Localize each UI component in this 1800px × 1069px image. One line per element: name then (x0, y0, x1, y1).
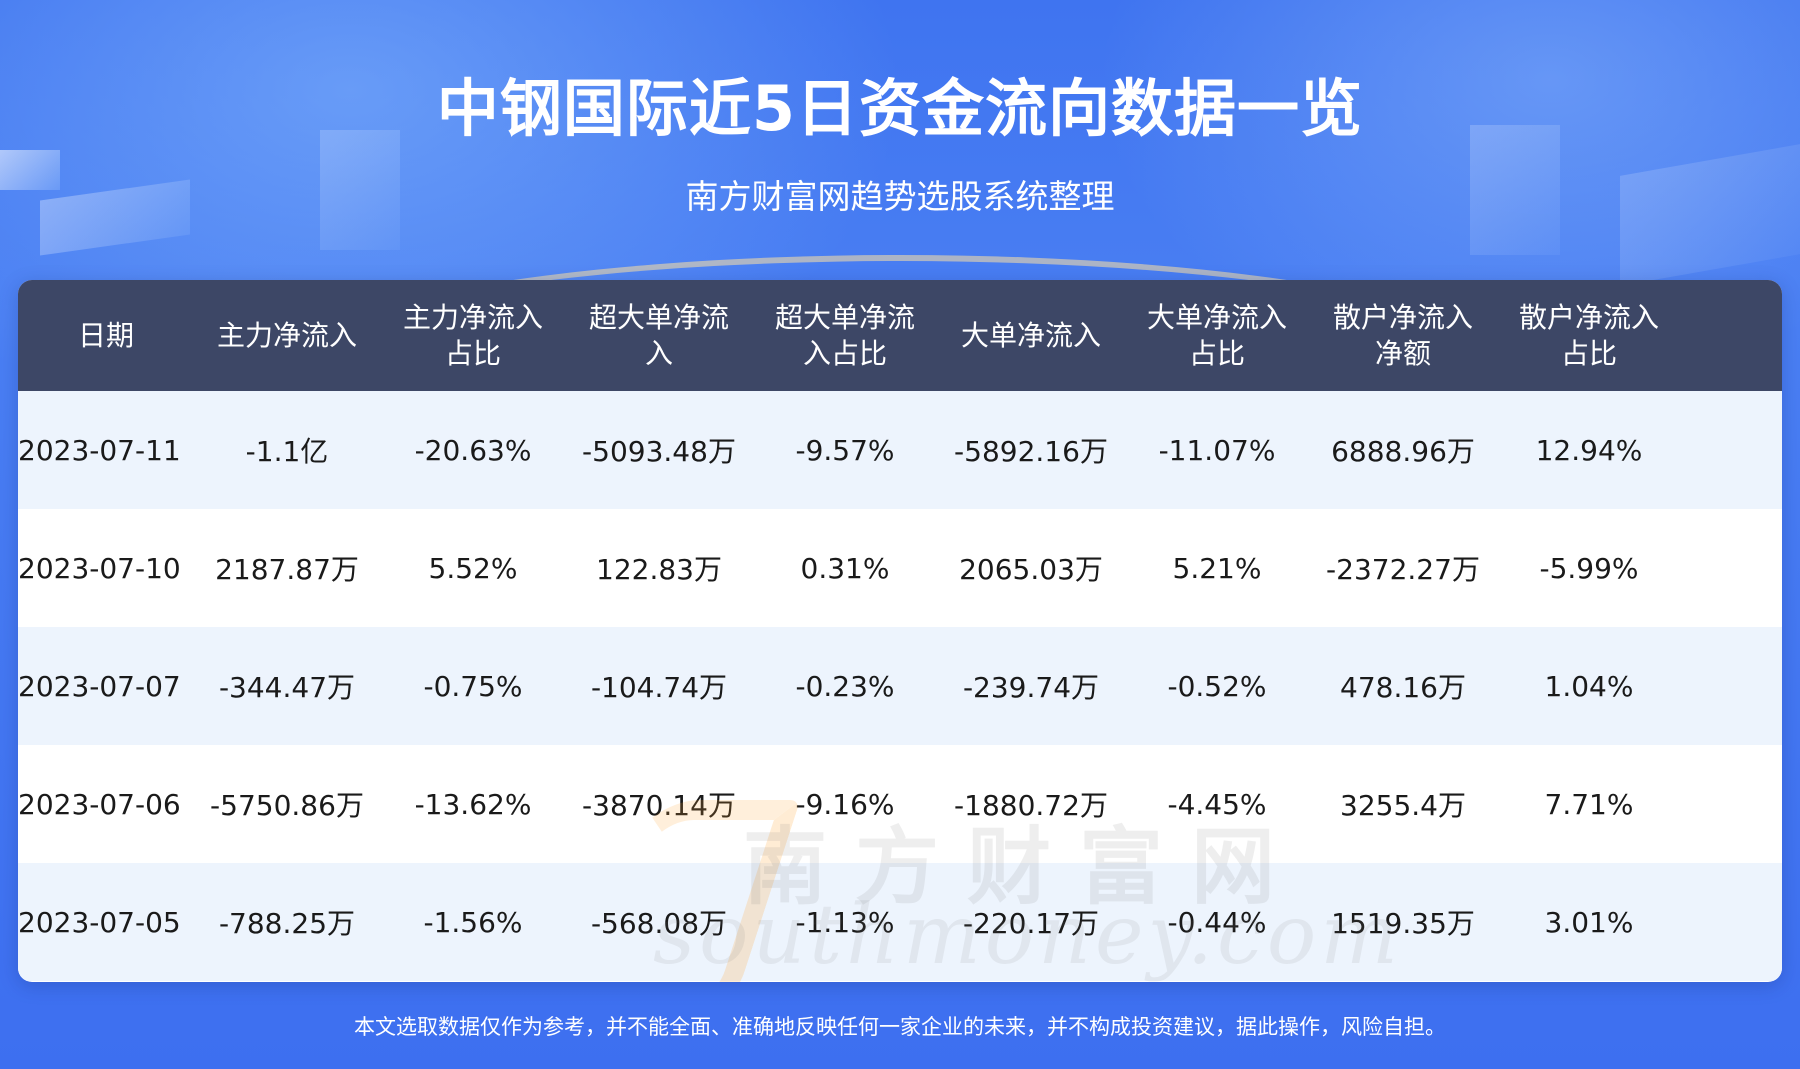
column-header-date: 日期 (77, 318, 134, 352)
cell-date: 2023-07-06 (18, 787, 181, 821)
cell-large-net-inflow: -5892.16万 (954, 435, 1108, 468)
cell-super-large-net-inflow: -5093.48万 (582, 435, 736, 468)
cell-large-net-inflow-ratio: -4.45% (1167, 787, 1267, 821)
cell-retail-net-inflow-amount: 6888.96万 (1331, 435, 1475, 468)
cell-main-net-inflow-ratio: -0.75% (423, 669, 523, 703)
cell-super-large-net-inflow: -3870.14万 (582, 789, 736, 822)
cell-main-net-inflow: -1.1亿 (245, 435, 329, 468)
table-row: 2023-07-11 -1.1亿 -20.63% -5093.48万 -9.57… (18, 391, 1782, 509)
column-header-large-net-inflow: 大单净流入 (960, 318, 1101, 352)
cell-retail-net-inflow-ratio: 1.04% (1544, 669, 1634, 703)
cell-retail-net-inflow-amount: -2372.27万 (1326, 553, 1480, 586)
cell-super-large-net-inflow-ratio: -9.16% (795, 787, 895, 821)
cell-large-net-inflow: -239.74万 (962, 671, 1100, 704)
cell-retail-net-inflow-ratio: 12.94% (1535, 433, 1643, 467)
column-header-super-large-net-inflow: 超大单净流入 (588, 300, 729, 370)
cell-main-net-inflow-ratio: -13.62% (414, 787, 532, 821)
cell-date: 2023-07-07 (18, 669, 181, 703)
cell-retail-net-inflow-amount: 478.16万 (1340, 671, 1466, 704)
column-header-main-net-inflow-ratio: 主力净流入 占比 (402, 300, 543, 370)
cell-main-net-inflow: -5750.86万 (210, 789, 364, 822)
cell-main-net-inflow-ratio: 5.52% (428, 551, 518, 585)
cell-super-large-net-inflow: 122.83万 (596, 553, 722, 586)
cell-super-large-net-inflow-ratio: -1.13% (795, 905, 895, 939)
column-header-retail-net-inflow-ratio: 散户净流入 占比 (1518, 300, 1659, 370)
table-row: 2023-07-05 -788.25万 -1.56% -568.08万 -1.1… (18, 863, 1782, 981)
disclaimer-text: 本文选取数据仅作为参考，并不能全面、准确地反映任何一家企业的未来，并不构成投资建… (354, 1015, 1446, 1039)
cell-super-large-net-inflow-ratio: 0.31% (800, 551, 890, 585)
cell-retail-net-inflow-ratio: 3.01% (1544, 905, 1634, 939)
column-header-main-net-inflow: 主力净流入 (216, 318, 357, 352)
cell-large-net-inflow: 2065.03万 (959, 553, 1103, 586)
cell-retail-net-inflow-ratio: 7.71% (1544, 787, 1634, 821)
table-row: 2023-07-06 -5750.86万 -13.62% -3870.14万 -… (18, 745, 1782, 863)
cell-retail-net-inflow-ratio: -5.99% (1539, 551, 1639, 585)
cell-super-large-net-inflow-ratio: -9.57% (795, 433, 895, 467)
cell-large-net-inflow-ratio: -0.44% (1167, 905, 1267, 939)
cell-large-net-inflow: -1880.72万 (954, 789, 1108, 822)
cell-large-net-inflow-ratio: -11.07% (1158, 433, 1276, 467)
table-row: 2023-07-07 -344.47万 -0.75% -104.74万 -0.2… (18, 627, 1782, 745)
table-body: 2023-07-11 -1.1亿 -20.63% -5093.48万 -9.57… (18, 391, 1782, 981)
column-header-large-net-inflow-ratio: 大单净流入 占比 (1146, 300, 1287, 370)
cell-super-large-net-inflow-ratio: -0.23% (795, 669, 895, 703)
table-row: 2023-07-10 2187.87万 5.52% 122.83万 0.31% … (18, 509, 1782, 627)
cell-retail-net-inflow-amount: 1519.35万 (1331, 907, 1475, 940)
cell-main-net-inflow-ratio: -1.56% (423, 905, 523, 939)
cell-super-large-net-inflow: -104.74万 (590, 671, 728, 704)
column-header-super-large-net-inflow-ratio: 超大单净流 入占比 (774, 300, 915, 370)
cell-large-net-inflow-ratio: -0.52% (1167, 669, 1267, 703)
cell-main-net-inflow-ratio: -20.63% (414, 433, 532, 467)
cell-large-net-inflow: -220.17万 (962, 907, 1100, 940)
cell-date: 2023-07-10 (18, 551, 181, 585)
cell-date: 2023-07-05 (18, 905, 181, 939)
cell-super-large-net-inflow: -568.08万 (590, 907, 728, 940)
cell-main-net-inflow: -344.47万 (218, 671, 356, 704)
column-header-retail-net-inflow-amount: 散户净流入 净额 (1332, 300, 1473, 370)
cell-retail-net-inflow-amount: 3255.4万 (1340, 789, 1466, 822)
cell-main-net-inflow: -788.25万 (218, 907, 356, 940)
page-title: 中钢国际近5日资金流向数据一览 (436, 72, 1364, 145)
cell-date: 2023-07-11 (18, 433, 181, 467)
cell-main-net-inflow: 2187.87万 (215, 553, 359, 586)
page-subtitle: 南方财富网趋势选股系统整理 (685, 177, 1115, 216)
fund-flow-table: 日期 主力净流入 主力净流入 占比 超大单净流入 超大单净流 入占比 大单净流入 大… (18, 280, 1782, 982)
table-header-row: 日期 主力净流入 主力净流入 占比 超大单净流入 超大单净流 入占比 大单净流入 大… (18, 280, 1782, 391)
cell-large-net-inflow-ratio: 5.21% (1172, 551, 1262, 585)
